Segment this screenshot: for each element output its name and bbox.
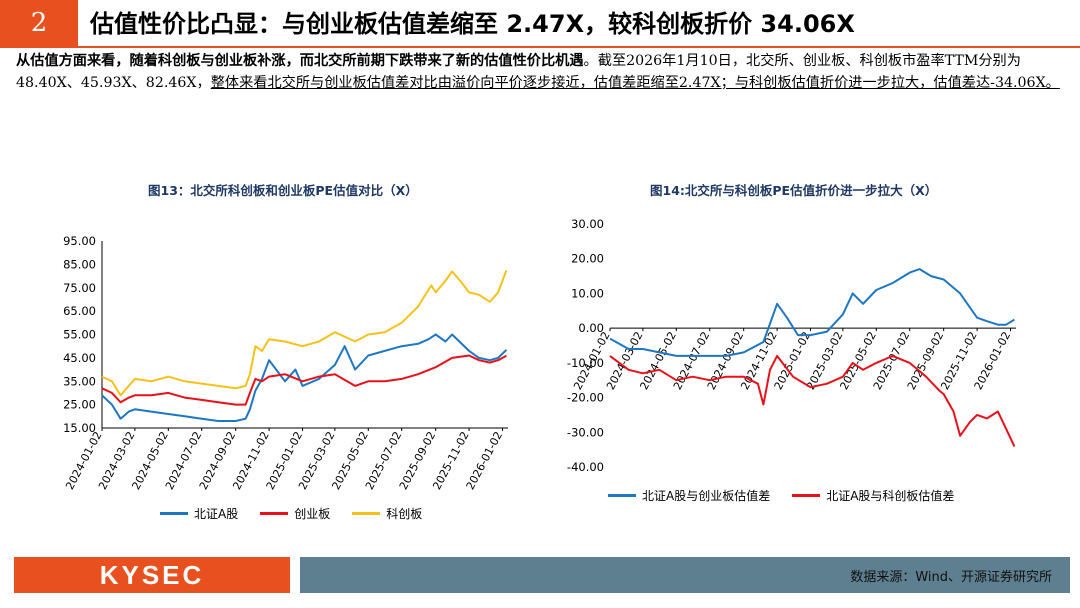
summary-bold: 从估值方面来看，随着科创板与创业板补涨，而北交所前期下跌带来了新的估值性价比机遇 [16, 53, 584, 69]
legend-swatch [260, 512, 289, 515]
legend-swatch [352, 512, 381, 515]
y-tick-label: 85.00 [63, 257, 96, 271]
legend-label: 北证A股与创业板估值差 [642, 489, 771, 503]
y-tick-label: -10.00 [567, 356, 604, 370]
series-line [609, 354, 1016, 447]
legend-swatch [160, 512, 188, 515]
series-line [101, 269, 508, 397]
chart14-title: 图14:北交所与科创板PE估值折价进一步拉大（X） [650, 183, 938, 198]
series-line [101, 333, 508, 422]
data-source: 数据来源：Wind、开源证券研究所 [850, 570, 1052, 585]
y-tick-label: 10.00 [571, 286, 604, 300]
y-tick-label: -30.00 [567, 425, 604, 439]
summary-paragraph: 从估值方面来看，随着科创板与创业板补涨，而北交所前期下跌带来了新的估值性价比机遇… [16, 50, 1066, 94]
y-tick-label: 35.00 [63, 374, 96, 388]
series-line [101, 354, 507, 406]
legend-swatch [608, 494, 636, 497]
page-title: 估值性价比凸显：与创业板估值差缩至 2.47X，较科创板折价 34.06X [90, 10, 855, 38]
y-tick-label: -40.00 [567, 460, 604, 474]
legend-item: 北证A股 [160, 505, 238, 522]
y-tick-label: 45.00 [63, 351, 96, 365]
y-tick-label: 20.00 [571, 252, 604, 266]
legend-item: 北证A股与科创板估值差 [792, 487, 954, 504]
chart14-svg: 30.00 20.00 10.00 0.00 -10.00 -20.00 -30.00 -40… [567, 217, 1016, 474]
y-tick-label: 55.00 [63, 328, 96, 342]
chart13-svg: 95.00 85.00 75.00 65.00 55.00 45.00 35.00 25.00… [63, 234, 508, 492]
series-line [609, 268, 1015, 357]
chart13-title: 图13：北交所科创板和创业板PE估值对比（X） [148, 183, 418, 198]
y-tick-label: 95.00 [63, 234, 96, 248]
legend-label: 创业板 [294, 507, 331, 521]
summary-underline: 整体来看北交所与创业板估值差对比由溢价向平价逐步接近，估值差距缩至2.47X；与… [210, 75, 1060, 91]
summary-plain: 。截至2026年1月10日，北交所、创业板、科创板市盈率TTM分别为48.40X… [16, 53, 1021, 91]
kysec-logo: KYSEC [14, 557, 290, 593]
legend-item: 科创板 [352, 505, 422, 522]
y-tick-label: -20.00 [567, 391, 604, 405]
chart14-legend: 北证A股与创业板估值差 北证A股与科创板估值差 [608, 487, 954, 504]
footer-bar: 数据来源：Wind、开源证券研究所 [300, 557, 1070, 593]
legend-label: 北证A股 [194, 507, 239, 521]
legend-item: 创业板 [260, 505, 330, 522]
y-tick-label: 65.00 [63, 304, 96, 318]
legend-label: 北证A股与科创板估值差 [826, 489, 955, 503]
y-tick-label: 15.00 [63, 421, 96, 435]
y-tick-label: 75.00 [63, 281, 96, 295]
section-number: 2 [0, 0, 78, 46]
y-tick-label: 25.00 [63, 398, 96, 412]
header-divider [0, 46, 1080, 48]
legend-swatch [792, 494, 821, 497]
y-tick-label: 0.00 [578, 321, 604, 335]
legend-item: 北证A股与创业板估值差 [608, 487, 770, 504]
y-tick-label: 30.00 [571, 217, 604, 231]
legend-label: 科创板 [386, 507, 423, 521]
chart13-legend: 北证A股 创业板 科创板 [160, 505, 422, 522]
